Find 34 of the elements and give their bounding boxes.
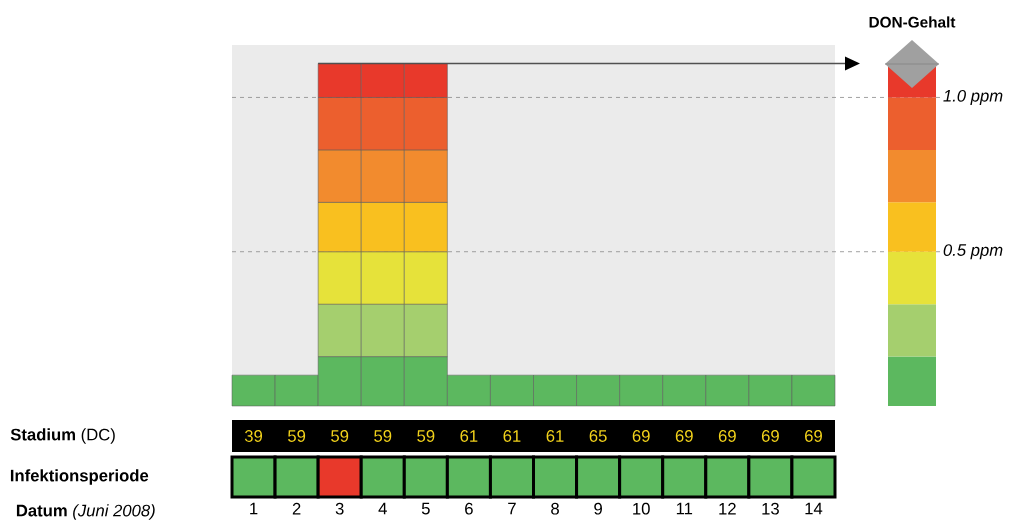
x-tick-label: 7 xyxy=(508,502,516,515)
data-label: 69 xyxy=(805,430,822,442)
x-tick-label: 2 xyxy=(292,502,301,515)
data-label: 59 xyxy=(374,430,392,442)
y-axis-title: Infektionsperiode xyxy=(10,469,149,485)
x-axis-title: Datum (Juni 2008) xyxy=(16,504,155,520)
x-tick-label: 8 xyxy=(551,502,559,515)
ref-line-label: 1.0 ppm xyxy=(943,89,1003,105)
data-label: 39 xyxy=(244,430,263,442)
x-tick-label: 5 xyxy=(421,502,430,515)
x-tick-label: 6 xyxy=(465,502,473,515)
data-label: 69 xyxy=(675,430,693,442)
x-tick-label: 9 xyxy=(594,502,602,515)
data-label: 61 xyxy=(546,430,564,442)
x-tick-label: 13 xyxy=(762,502,779,515)
data-label: 69 xyxy=(718,430,736,442)
data-label: 59 xyxy=(417,430,435,442)
x-tick-label: 14 xyxy=(805,502,823,515)
text: Stadium (DC) xyxy=(10,428,115,444)
text: DON-Gehalt xyxy=(869,16,956,28)
data-label: 61 xyxy=(460,430,478,442)
x-tick-label: 3 xyxy=(335,502,344,515)
data-label: 65 xyxy=(589,430,607,442)
x-tick-label: 11 xyxy=(676,502,693,515)
x-tick-label: 1 xyxy=(250,502,258,515)
ref-line-label: 0.5 ppm xyxy=(943,244,1003,260)
data-label: 61 xyxy=(503,430,521,442)
data-label: 59 xyxy=(331,430,349,442)
data-label: 59 xyxy=(288,430,306,442)
data-label: 69 xyxy=(761,430,779,442)
data-label: 69 xyxy=(632,430,650,442)
x-tick-label: 10 xyxy=(633,502,650,515)
x-tick-label: 12 xyxy=(719,502,736,515)
x-tick-label: 4 xyxy=(378,502,387,515)
